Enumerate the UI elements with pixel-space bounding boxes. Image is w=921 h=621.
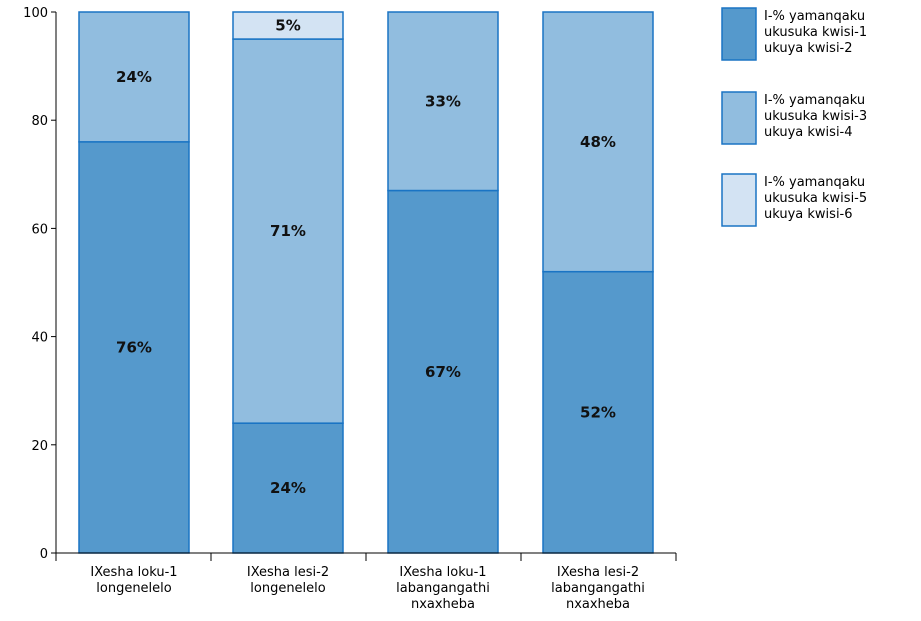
data-label: 76%	[116, 338, 152, 356]
legend-swatch	[721, 91, 757, 145]
y-tick-label: 100	[23, 6, 48, 21]
x-tick-label: IXesha lesi-2 labangangathi nxaxheba	[551, 565, 645, 612]
data-label: 71%	[270, 222, 306, 240]
y-tick-label: 60	[31, 222, 48, 237]
y-tick-label: 20	[31, 439, 48, 454]
bar-segment	[232, 11, 344, 40]
x-tick-label: IXesha loku-1 longenelelo	[90, 565, 177, 596]
bar-segment	[387, 189, 499, 554]
data-label: 33%	[425, 92, 461, 110]
data-label: 48%	[580, 133, 616, 151]
data-label: 24%	[270, 479, 306, 497]
x-tick-label: IXesha lesi-2 longenelelo	[247, 565, 329, 596]
y-tick-label: 0	[40, 547, 48, 562]
bar-segment	[387, 11, 499, 192]
data-label: 67%	[425, 363, 461, 381]
data-label: 52%	[580, 403, 616, 421]
bars-layer: 76% 24% 24% 71% 5% 67% 33% 52% 48%	[78, 11, 654, 554]
legend-label: I-% yamanqaku ukusuka kwisi-1 ukuya kwisi-…	[764, 9, 867, 56]
axes-layer: 0 20 40 60 80 100 IXesha loku-1 longenelelo IXes…	[23, 6, 677, 612]
legend-swatch	[721, 7, 757, 61]
data-label: 5%	[275, 17, 300, 35]
bar-segment	[78, 11, 190, 143]
bar-segment	[542, 270, 654, 554]
data-label: 24%	[116, 68, 152, 86]
bar-segment	[232, 38, 344, 424]
y-tick-label: 80	[31, 114, 48, 129]
legend: I-% yamanqaku ukusuka kwisi-1 ukuya kwisi-…	[721, 7, 867, 227]
y-tick-label: 40	[31, 331, 48, 346]
bar-segment	[78, 141, 190, 554]
x-tick-label: IXesha loku-1 labangangathi nxaxheba	[396, 565, 490, 612]
legend-swatch	[721, 173, 757, 227]
legend-label: I-% yamanqaku ukusuka kwisi-5 ukuya kwisi-…	[764, 175, 867, 222]
legend-label: I-% yamanqaku ukusuka kwisi-3 ukuya kwisi-…	[764, 93, 867, 140]
bar-segment	[542, 11, 654, 273]
